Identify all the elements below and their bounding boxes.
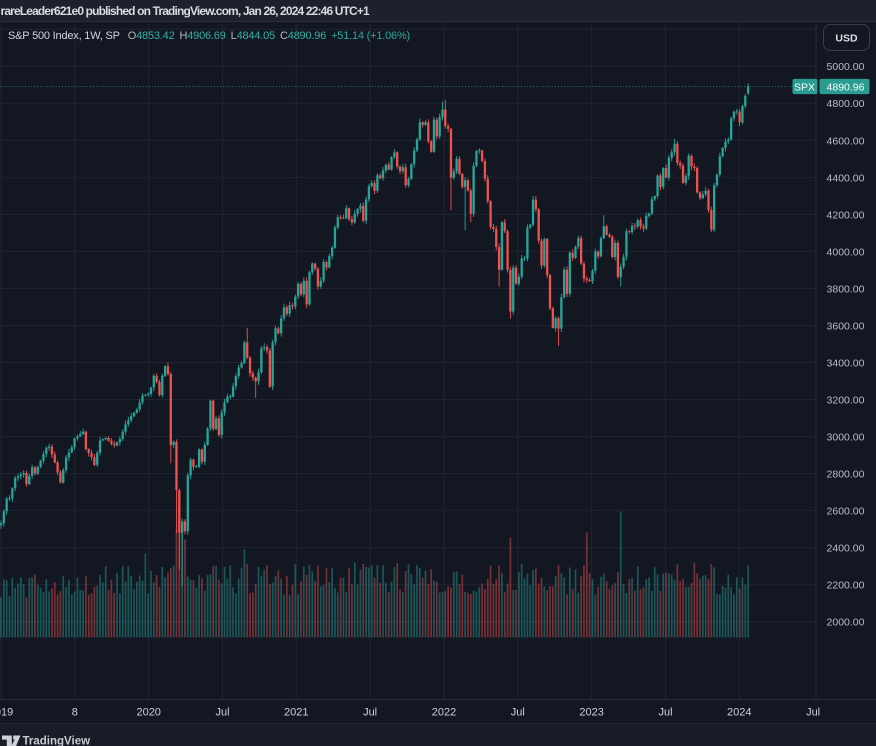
svg-text:4000.00: 4000.00 <box>827 246 865 258</box>
svg-text:3800.00: 3800.00 <box>827 283 865 295</box>
svg-text:Jul: Jul <box>806 707 820 719</box>
svg-text:2000.00: 2000.00 <box>827 617 865 629</box>
svg-text:2200.00: 2200.00 <box>827 580 865 592</box>
svg-text:3600.00: 3600.00 <box>827 320 865 332</box>
svg-text:2019: 2019 <box>0 707 13 719</box>
svg-text:rareLeader621e0 published on T: rareLeader621e0 published on TradingView… <box>1 4 371 18</box>
svg-text:2400.00: 2400.00 <box>827 543 865 555</box>
svg-text:4400.00: 4400.00 <box>827 172 865 184</box>
svg-text:5000.00: 5000.00 <box>827 61 865 73</box>
svg-text:3200.00: 3200.00 <box>827 394 865 406</box>
svg-text:4600.00: 4600.00 <box>827 135 865 147</box>
svg-text:2024: 2024 <box>727 707 751 719</box>
svg-text:2021: 2021 <box>284 707 308 719</box>
svg-text:3000.00: 3000.00 <box>827 432 865 444</box>
svg-text:Jul: Jul <box>658 707 672 719</box>
svg-text:2022: 2022 <box>432 707 456 719</box>
svg-text:2800.00: 2800.00 <box>827 469 865 481</box>
svg-text:4890.96: 4890.96 <box>827 81 865 93</box>
svg-text:SPX: SPX <box>794 81 815 93</box>
svg-text:3400.00: 3400.00 <box>827 357 865 369</box>
svg-text:Jul: Jul <box>215 707 229 719</box>
svg-text:4200.00: 4200.00 <box>827 209 865 221</box>
svg-text:USD: USD <box>835 33 858 45</box>
svg-text:8: 8 <box>72 707 78 719</box>
svg-text:TradingView: TradingView <box>23 736 91 746</box>
svg-text:2020: 2020 <box>136 707 160 719</box>
svg-text:Jul: Jul <box>363 707 377 719</box>
svg-text:2023: 2023 <box>579 707 603 719</box>
svg-text:2600.00: 2600.00 <box>827 506 865 518</box>
svg-text:Jul: Jul <box>511 707 525 719</box>
svg-text:4800.00: 4800.00 <box>827 98 865 110</box>
